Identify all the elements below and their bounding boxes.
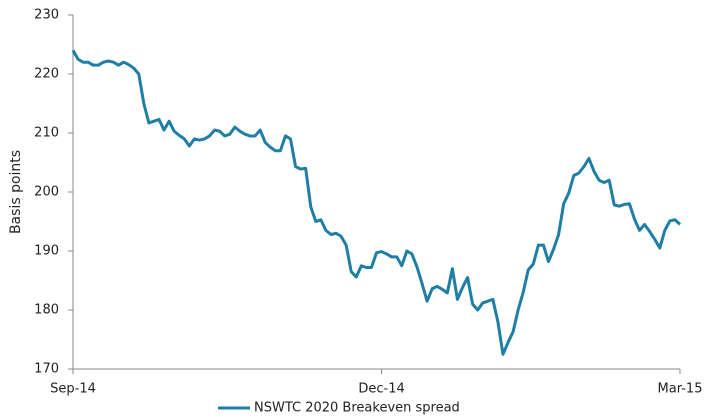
y-axis-label: Basis points bbox=[8, 150, 24, 234]
y-tick-label: 230 bbox=[34, 8, 59, 23]
y-tick-label: 220 bbox=[34, 67, 59, 82]
y-tick-label: 210 bbox=[34, 126, 59, 141]
x-tick-label: Mar-15 bbox=[658, 382, 703, 397]
x-tick-label: Dec-14 bbox=[358, 382, 404, 397]
y-tick-label: 200 bbox=[34, 185, 59, 200]
y-tick-label: 170 bbox=[34, 362, 59, 377]
y-tick-label: 180 bbox=[34, 303, 59, 318]
legend-label: NSWTC 2020 Breakeven spread bbox=[254, 401, 460, 416]
series-line bbox=[71, 49, 682, 356]
x-tick-label: Sep-14 bbox=[50, 382, 96, 397]
y-tick-label: 190 bbox=[34, 244, 59, 259]
